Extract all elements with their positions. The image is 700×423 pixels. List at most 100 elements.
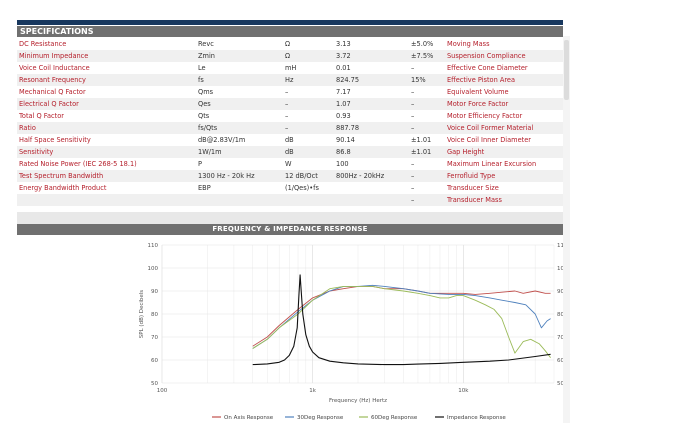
frequency-response-header: FREQUENCY & IMPEDANCE RESPONSE xyxy=(17,224,563,235)
spec-symbol: Qes xyxy=(198,100,211,108)
spec-tolerance: – xyxy=(411,64,415,72)
x-axis-label: Frequency (Hz) Hertz xyxy=(329,398,387,404)
spec-unit: (1/Qes)•fs xyxy=(285,184,319,192)
spec-param-name: Minimum Impedance xyxy=(19,52,89,60)
chart-legend: On Axis Response 30Deg Response 60Deg Resp… xyxy=(212,415,506,421)
spec-right-param-name: Motor Efficiency Factor xyxy=(447,112,523,120)
spec-tolerance: – xyxy=(411,100,415,108)
spec-value: 7.17 xyxy=(336,88,351,96)
spec-param-name: Half Space Sensitivity xyxy=(19,136,91,144)
spec-right-param-name: Effective Piston Area xyxy=(447,76,516,84)
spec-tolerance: – xyxy=(411,184,415,192)
spec-param-name: Voice Coil Inductance xyxy=(19,64,90,72)
spec-symbol: P xyxy=(198,160,202,168)
specifications-table: DC Resistance Revc Ω 3.13 ±5.0% Moving Mass Mi… xyxy=(17,38,563,206)
spec-value: 887.78 xyxy=(336,124,360,132)
spec-value: 1.07 xyxy=(336,100,351,108)
spec-param-name: Mechanical Q Factor xyxy=(19,88,86,96)
spec-tolerance: ±1.01 xyxy=(411,148,432,156)
spec-param-name: Ratio xyxy=(19,124,36,132)
spec-right-param-name: Voice Coil Inner Diameter xyxy=(447,136,531,144)
y-tick-label: 80 xyxy=(151,312,158,318)
spec-unit: – xyxy=(285,88,289,96)
spec-value: 800Hz - 20kHz xyxy=(336,172,385,180)
vertical-scrollbar[interactable] xyxy=(563,36,570,423)
spec-value: 824.75 xyxy=(336,76,360,84)
spec-row: Test Spectrum Bandwidth 1300 Hz - 20k Hz 1… xyxy=(17,170,563,182)
spec-row: Resonant Frequency fs Hz 824.75 15% Effective… xyxy=(17,74,563,86)
spec-tolerance: – xyxy=(411,88,415,96)
spec-value: 90.14 xyxy=(336,136,355,144)
y-tick-label: 110 xyxy=(148,243,159,249)
spec-unit: 12 dB/Oct xyxy=(285,172,318,180)
spec-value: 0.01 xyxy=(336,64,351,72)
spec-row: Half Space Sensitivity dB@2.83V/1m dB 90.14… xyxy=(17,134,563,146)
spec-tolerance: ±1.01 xyxy=(411,136,432,144)
chart-series xyxy=(252,274,551,366)
spec-right-param-name: Equivalent Volume xyxy=(447,88,509,96)
section-separator xyxy=(17,212,563,224)
spec-unit: Ω xyxy=(285,52,291,60)
spec-param-name: Resonant Frequency xyxy=(19,76,86,84)
y-tick-label-right: 70 xyxy=(557,335,564,341)
spec-symbol: Revc xyxy=(198,40,214,48)
spec-symbol: fs/Qts xyxy=(198,124,218,132)
spec-unit: Hz xyxy=(285,76,294,84)
y-tick-label: 50 xyxy=(151,381,158,387)
spec-right-param-name: Moving Mass xyxy=(447,40,490,48)
spec-value: 100 xyxy=(336,160,349,168)
chart-grid xyxy=(161,244,555,384)
spec-symbol: EBP xyxy=(198,184,211,192)
spec-row: – Transducer Mass xyxy=(17,194,563,206)
spec-symbol: Le xyxy=(198,64,206,72)
spec-row: Ratio fs/Qts – 887.78 – Voice Coil Former Mat… xyxy=(17,122,563,134)
spec-unit: mH xyxy=(285,64,297,72)
legend-label: 30Deg Response xyxy=(297,415,344,421)
spec-row: DC Resistance Revc Ω 3.13 ±5.0% Moving Mass xyxy=(17,38,563,50)
y-tick-label: 60 xyxy=(151,358,158,364)
legend-label: Impedance Response xyxy=(447,415,506,421)
spec-row: Voice Coil Inductance Le mH 0.01 – Effective … xyxy=(17,62,563,74)
y-tick-label-right: 60 xyxy=(557,358,564,364)
spec-symbol: 1W/1m xyxy=(198,148,222,156)
spec-row: Mechanical Q Factor Qms – 7.17 – Equivalent V… xyxy=(17,86,563,98)
y-tick-label: 70 xyxy=(151,335,158,341)
x-tick-label: 100 xyxy=(157,388,168,394)
x-tick-label: 10k xyxy=(458,388,469,394)
spec-right-param-name: Transducer Mass xyxy=(447,196,502,204)
y-tick-label-right: 80 xyxy=(557,312,564,318)
y-tick-label: 90 xyxy=(151,289,158,295)
spec-row: Rated Noise Power (IEC 268-5 18.1) P W 100 –… xyxy=(17,158,563,170)
spec-param-name: Total Q Factor xyxy=(19,112,64,120)
spec-unit: dB xyxy=(285,148,294,156)
spec-tolerance: – xyxy=(411,160,415,168)
spec-row: Energy Bandwidth Product EBP (1/Qes)•fs – Tr… xyxy=(17,182,563,194)
spec-symbol: Qts xyxy=(198,112,210,120)
spec-unit: – xyxy=(285,112,289,120)
series-line-impedance-response xyxy=(252,274,551,366)
spec-row: Minimum Impedance Zmin Ω 3.72 ±7.5% Suspensio… xyxy=(17,50,563,62)
spec-right-param-name: Gap Height xyxy=(447,148,485,156)
spec-value: 86.8 xyxy=(336,148,351,156)
scrollbar-thumb[interactable] xyxy=(564,40,569,100)
spec-symbol: fs xyxy=(198,76,204,84)
spec-tolerance: – xyxy=(411,124,415,132)
spec-param-name: DC Resistance xyxy=(19,40,67,48)
y-tick-label-right: 100 xyxy=(557,266,567,272)
spec-unit: dB xyxy=(285,136,294,144)
spec-param-name: Sensitivity xyxy=(19,148,54,156)
y-tick-label: 100 xyxy=(148,266,159,272)
spec-unit: – xyxy=(285,124,289,132)
spec-right-param-name: Ferrofluid Type xyxy=(447,172,496,180)
spec-symbol: 1300 Hz - 20k Hz xyxy=(198,172,255,180)
series-line-60deg-response xyxy=(252,285,551,358)
spec-symbol: Zmin xyxy=(198,52,215,60)
spec-value: 0.93 xyxy=(336,112,351,120)
x-tick-label: 1k xyxy=(309,388,316,394)
spec-right-param-name: Voice Coil Former Material xyxy=(447,124,534,132)
spec-row: Sensitivity 1W/1m dB 86.8 ±1.01 Gap Height xyxy=(17,146,563,158)
spec-unit: Ω xyxy=(285,40,291,48)
specifications-header: SPECIFICATIONS xyxy=(17,26,563,37)
spec-symbol: Qms xyxy=(198,88,214,96)
chart-axes: 50 50 60 60 70 70 80 80 90 90 100 100 110 110 100 1k 10k… xyxy=(139,243,567,404)
